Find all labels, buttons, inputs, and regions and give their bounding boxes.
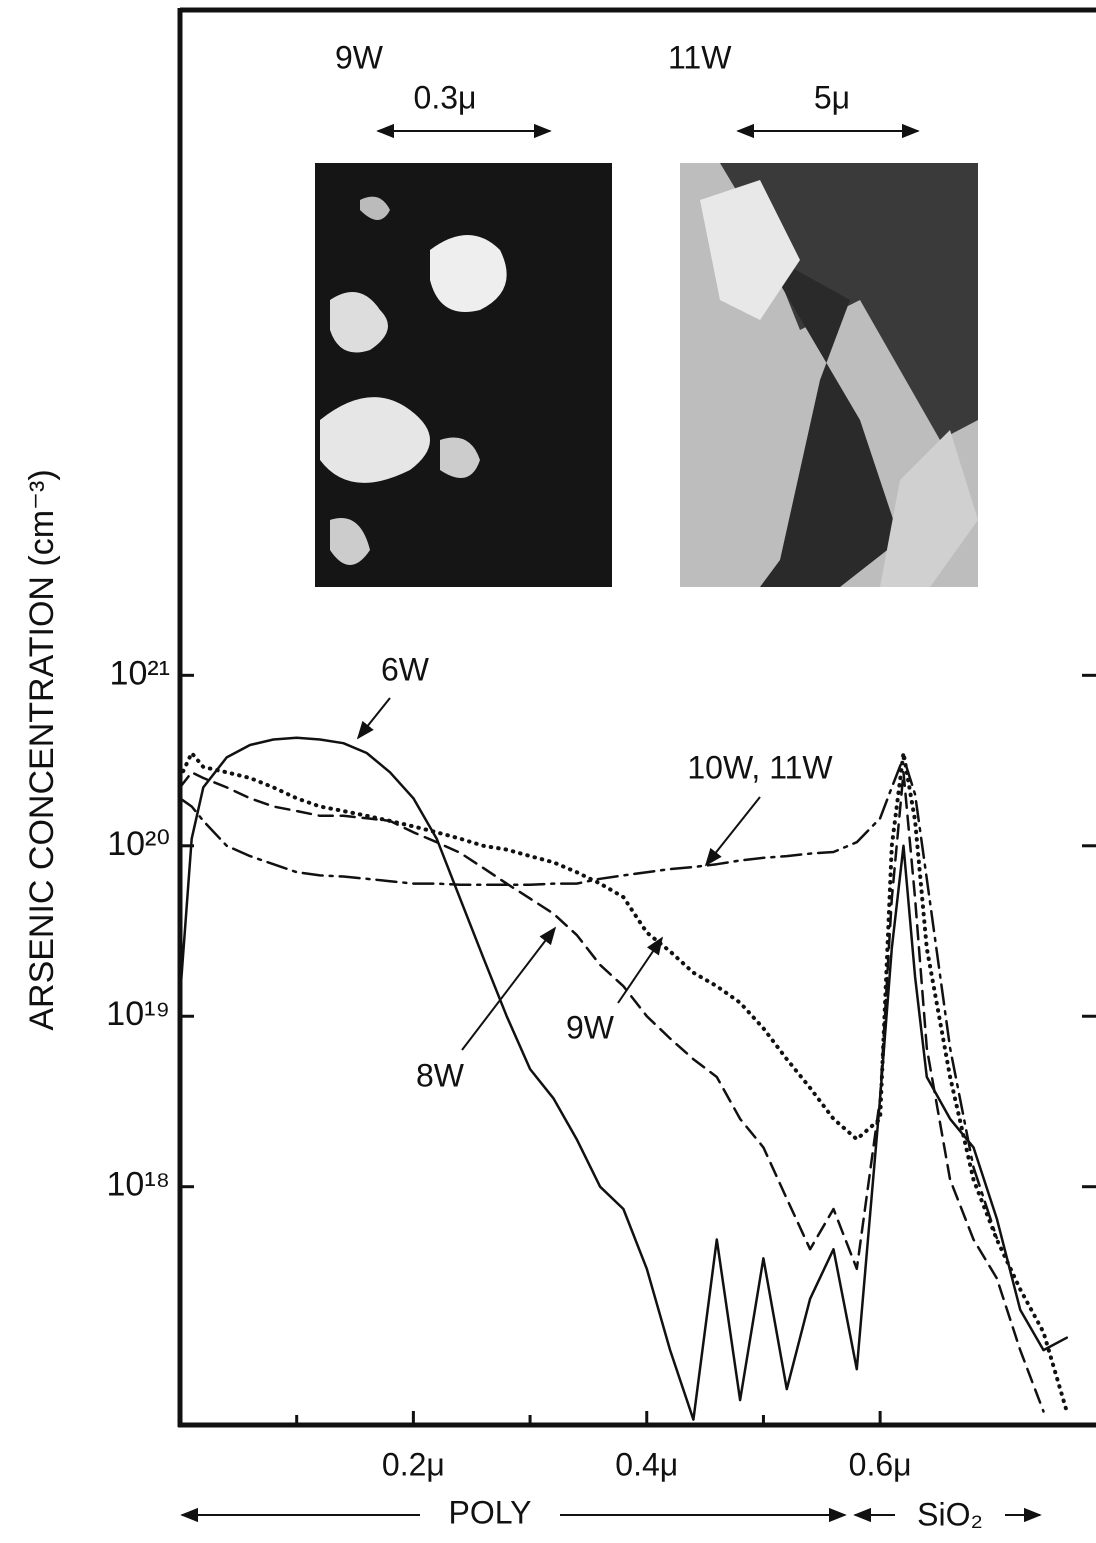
y-tick-label: 10²¹ <box>110 654 170 692</box>
series-line <box>178 736 1069 1421</box>
inset-photo-2 <box>680 163 978 587</box>
region-label: SiO₂ <box>917 1496 983 1532</box>
y-tick-label: 10¹⁸ <box>107 1166 170 1204</box>
x-tick-label: 0.4μ <box>615 1446 678 1482</box>
x-tick-label: 0.6μ <box>849 1446 912 1482</box>
series-label: 10W, 11W <box>687 749 833 785</box>
inset-label: 11W <box>668 39 732 75</box>
series-label: 9W <box>566 1009 615 1045</box>
annotation-arrow <box>461 926 557 1051</box>
annotation-arrow <box>617 936 664 1004</box>
annotation-arrow <box>356 697 391 740</box>
x-tick-label: 0.2μ <box>382 1446 445 1482</box>
y-tick-label: 10¹⁹ <box>106 995 170 1033</box>
series-label: 8W <box>416 1057 465 1093</box>
series-line <box>178 756 999 1240</box>
series-line <box>178 771 1045 1413</box>
inset-scale: 5μ <box>814 79 850 115</box>
series-label: 6W <box>381 651 430 687</box>
y-tick-label: 10²⁰ <box>107 825 170 863</box>
inset-label: 9W <box>335 39 384 75</box>
series-line <box>178 751 1069 1414</box>
inset-scale: 0.3μ <box>414 79 477 115</box>
y-axis-label: ARSENIC CONCENTRATION (cm⁻³) <box>23 469 61 1030</box>
region-label: POLY <box>449 1494 532 1530</box>
inset-photo-1 <box>315 163 612 587</box>
annotation-arrow <box>704 796 761 867</box>
